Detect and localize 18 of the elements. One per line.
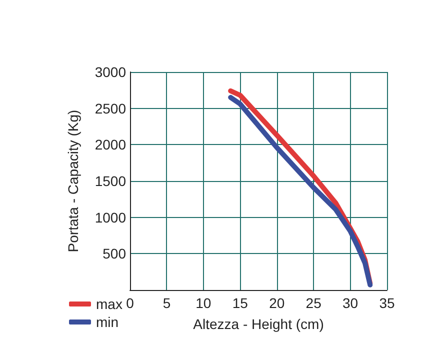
y-tick-label: 2000: [94, 136, 126, 153]
x-tick-label: 15: [232, 295, 248, 311]
legend-label: max: [96, 296, 122, 312]
x-tick-label: 10: [196, 295, 212, 311]
x-tick-label: 25: [306, 295, 322, 311]
x-tick-label: 30: [342, 295, 358, 311]
x-axis-title: Altezza - Height (cm): [193, 316, 324, 332]
x-tick-label: 5: [162, 295, 171, 311]
y-tick-label: 1500: [94, 173, 126, 189]
legend-label: min: [96, 314, 119, 330]
x-tick-label: 35: [379, 295, 395, 311]
y-axis-title: Portata - Capacity (Kg): [65, 110, 81, 252]
x-tick-label: 20: [269, 295, 285, 311]
x-tick-label: 0: [126, 295, 134, 311]
y-tick-label: 3000: [94, 64, 126, 80]
y-tick-label: 500: [102, 246, 126, 262]
y-tick-label: 2500: [94, 100, 126, 116]
y-tick-label: 1000: [94, 209, 126, 226]
